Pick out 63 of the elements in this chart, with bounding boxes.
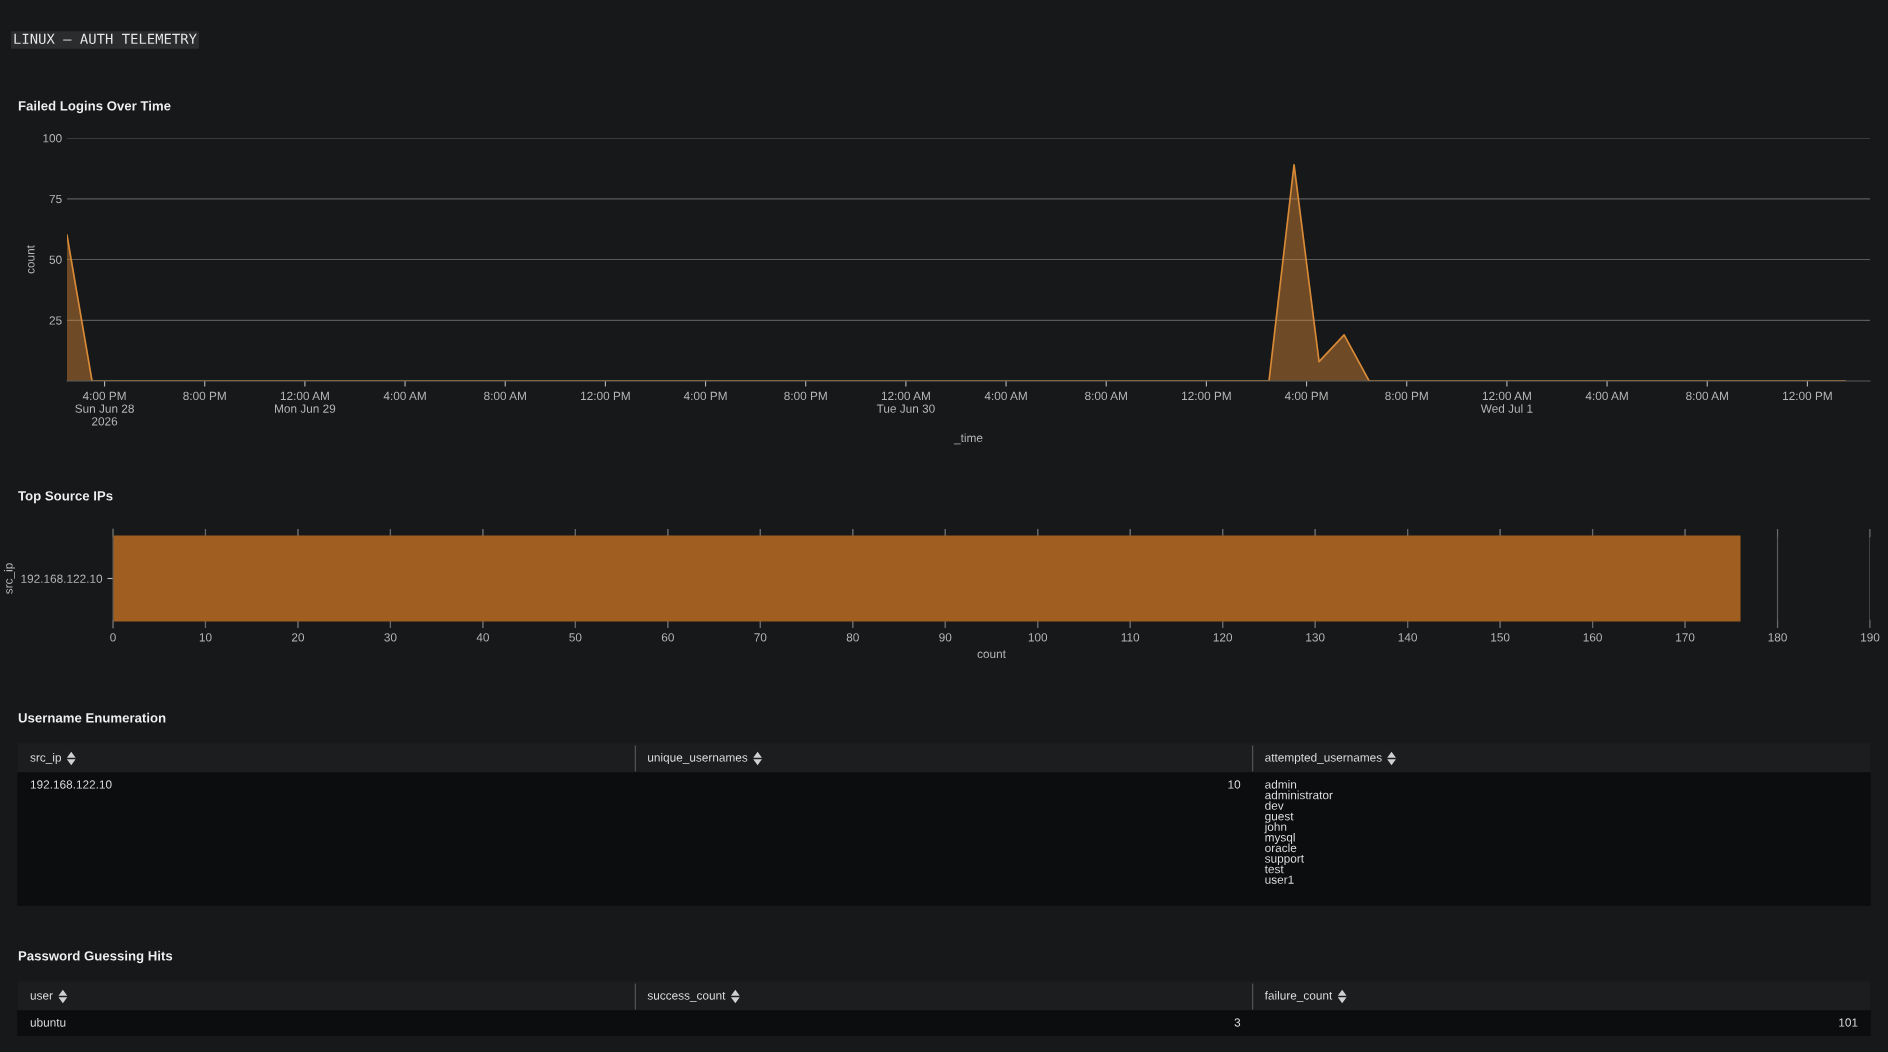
x-tick-label: 180: [1768, 633, 1787, 642]
category-label: unique_usernames: [648, 753, 748, 764]
category-label: failure_count: [1264, 991, 1333, 1002]
y-tick-label: 25: [49, 316, 62, 325]
x-tick-label: 130: [1306, 633, 1325, 642]
x-tick-label: 8:00 AM: [1085, 391, 1127, 401]
x-tick-label: 100: [1028, 633, 1048, 642]
x-tick-label: 10: [199, 633, 212, 642]
category-label: src_ip: [30, 753, 61, 764]
x-tick-label: 170: [1676, 633, 1695, 642]
text: 192.168.122.10: [30, 780, 112, 789]
x-tick-label: 8:00 AM: [484, 391, 526, 401]
chart-title: Failed Logins Over Time: [18, 100, 171, 114]
x-tick-label: 110: [1121, 633, 1140, 642]
x-axis-title: count: [977, 650, 1006, 659]
x-tick-label: 12:00 PM: [1783, 391, 1832, 401]
text: LINUX – AUTH TELEMETRY: [14, 33, 197, 45]
x-tick-label: 4:00 PM: [1284, 391, 1328, 401]
chart-title: Top Source IPs: [18, 491, 113, 504]
x-tick-label: 0: [110, 633, 116, 642]
text: ubuntu: [30, 1018, 66, 1027]
category-label: success_count: [647, 991, 726, 1002]
category-label: attempted_usernames: [1265, 753, 1382, 764]
category-label: user: [30, 993, 53, 1000]
x-tick-label: 12:00 AM Mon Jun 29: [275, 391, 336, 413]
x-tick-label: 120: [1213, 633, 1233, 642]
x-axis-title: _time: [953, 433, 983, 445]
x-tick-label: 60: [661, 633, 674, 642]
x-tick-label: 160: [1583, 633, 1602, 642]
text: admin administrator dev guest john mysql oracle support test user1: [1264, 780, 1333, 884]
text: 10: [1228, 780, 1241, 789]
x-tick-label: 8:00 AM: [1686, 391, 1728, 401]
text: 101: [1839, 1018, 1858, 1027]
x-tick-label: 4:00 PM Sun Jun 28 2026: [75, 391, 134, 426]
x-tick-label: 12:00 PM: [581, 391, 630, 401]
x-tick-label: 140: [1398, 633, 1418, 642]
x-tick-label: 4:00 AM: [1585, 391, 1628, 401]
x-tick-label: 4:00 PM: [683, 391, 727, 401]
x-tick-label: 30: [384, 633, 397, 642]
text: Username Enumeration: [18, 712, 166, 723]
y-tick-label: 100: [43, 134, 62, 143]
x-tick-label: 50: [569, 633, 582, 642]
x-tick-label: 12:00 PM: [1182, 391, 1231, 401]
y-tick-label: 50: [49, 255, 62, 264]
x-tick-label: 40: [476, 633, 489, 642]
x-tick-label: 90: [939, 633, 952, 642]
x-tick-label: 190: [1861, 633, 1880, 642]
x-tick-label: 8:00 PM: [1385, 391, 1428, 401]
y-axis-title: src_ip: [3, 563, 15, 594]
x-tick-label: 20: [291, 633, 305, 642]
x-tick-label: 70: [754, 633, 767, 642]
x-tick-label: 150: [1491, 633, 1510, 642]
x-tick-label: 4:00 AM: [984, 391, 1027, 401]
x-tick-label: 12:00 AM Tue Jun 30: [876, 391, 935, 413]
x-tick-label: 12:00 AM Wed Jul 1: [1480, 391, 1533, 413]
text: 3: [1234, 1018, 1241, 1027]
y-axis-title: count: [26, 245, 35, 274]
x-tick-label: 8:00 PM: [784, 391, 827, 401]
x-tick-label: 8:00 PM: [183, 391, 226, 401]
x-tick-label: 4:00 AM: [383, 391, 426, 401]
y-tick-label: 75: [49, 194, 62, 204]
x-tick-label: 80: [846, 633, 859, 642]
text: Password Guessing Hits: [18, 950, 173, 964]
